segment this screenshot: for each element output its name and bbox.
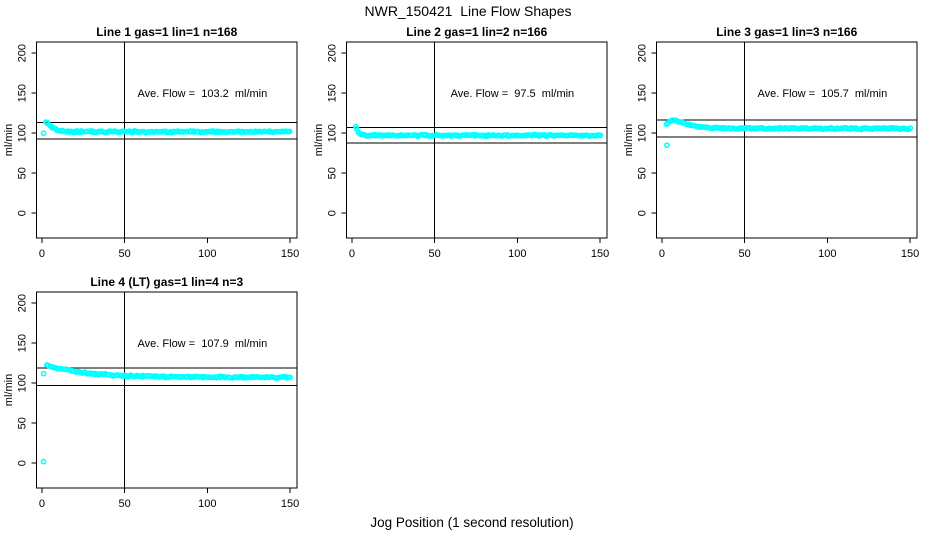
data-point xyxy=(286,128,293,135)
x-tick-label: 0 xyxy=(39,248,45,260)
x-tick-label: 100 xyxy=(198,248,216,260)
y-tick-label: 150 xyxy=(637,84,649,102)
data-point xyxy=(899,125,906,132)
y-tick-label: 100 xyxy=(637,124,649,142)
y-tick-label: 0 xyxy=(17,460,29,466)
y-tick-label: 100 xyxy=(17,124,29,142)
y-tick-label: 50 xyxy=(327,167,339,179)
y-tick-label: 100 xyxy=(17,374,29,392)
y-tick-label: 200 xyxy=(637,44,649,62)
y-axis-label: ml/min xyxy=(3,374,15,406)
x-axis-label: Jog Position (1 second resolution) xyxy=(370,515,574,530)
y-tick-label: 50 xyxy=(637,167,649,179)
x-tick-label: 0 xyxy=(349,248,355,260)
ave-flow-annotation: Ave. Flow = 103.2 ml/min xyxy=(138,88,268,100)
panel-title: Line 2 gas=1 lin=2 n=166 xyxy=(406,25,547,39)
panel-line-4: 0 50 100 150 200 0 50 100 150 ml/min Line 4 (LT) g… xyxy=(3,275,299,510)
y-axis-label: ml/min xyxy=(3,124,15,156)
data-points xyxy=(40,362,293,465)
data-point xyxy=(382,132,388,139)
y-tick-label: 100 xyxy=(327,124,339,142)
y-tick-label: 200 xyxy=(327,44,339,62)
y-tick-label: 200 xyxy=(17,44,29,62)
data-point xyxy=(145,373,152,379)
data-point xyxy=(68,128,74,135)
plot-box xyxy=(36,41,298,239)
x-tick-label: 0 xyxy=(39,498,45,510)
panel-title: Line 1 gas=1 lin=1 n=168 xyxy=(96,25,237,39)
ave-flow-annotation: Ave. Flow = 97.5 ml/min xyxy=(451,88,575,100)
x-tick-label: 150 xyxy=(591,248,609,260)
outlier-point xyxy=(40,458,47,465)
data-point xyxy=(877,125,884,132)
y-tick-label: 200 xyxy=(17,294,29,312)
panel-line-2: 0 50 100 150 200 0 50 100 150 ml/min Line 2 gas=1 … xyxy=(313,25,609,260)
y-axis-label: ml/min xyxy=(313,124,325,156)
x-tick-label: 50 xyxy=(429,248,441,260)
y-tick-label: 150 xyxy=(17,334,29,352)
data-point xyxy=(763,126,770,132)
plot-box xyxy=(656,41,918,239)
data-point xyxy=(287,374,293,381)
y-tick-label: 0 xyxy=(637,210,649,216)
ave-flow-annotation: Ave. Flow = 105.7 ml/min xyxy=(758,88,888,100)
data-point xyxy=(153,128,159,135)
chart-main-title: NWR_150421 Line Flow Shapes xyxy=(364,3,572,19)
x-tick-label: 0 xyxy=(659,248,665,260)
outlier-point xyxy=(664,142,670,149)
x-tick-label: 150 xyxy=(901,248,919,260)
panel-title: Line 3 gas=1 lin=3 n=166 xyxy=(716,25,857,39)
x-tick-label: 100 xyxy=(508,248,526,260)
panel-line-3: 0 50 100 150 200 0 50 100 150 ml/min Line 3 gas=1 … xyxy=(623,25,919,260)
data-point xyxy=(244,129,251,135)
data-point xyxy=(597,132,604,139)
data-point xyxy=(188,128,195,135)
data-point xyxy=(181,128,188,135)
x-tick-label: 150 xyxy=(281,498,299,510)
ave-flow-annotation: Ave. Flow = 107.9 ml/min xyxy=(138,338,268,350)
plot-box xyxy=(36,291,298,489)
y-tick-label: 50 xyxy=(17,417,29,429)
x-tick-label: 50 xyxy=(739,248,751,260)
x-tick-label: 50 xyxy=(119,498,131,510)
x-tick-label: 150 xyxy=(281,248,299,260)
x-tick-label: 100 xyxy=(198,498,216,510)
y-tick-label: 50 xyxy=(17,167,29,179)
data-point xyxy=(232,128,239,135)
y-tick-label: 0 xyxy=(327,210,339,216)
y-axis-label: ml/min xyxy=(623,124,635,156)
data-points xyxy=(663,117,914,149)
y-tick-label: 150 xyxy=(327,84,339,102)
y-tick-label: 0 xyxy=(17,210,29,216)
x-tick-label: 100 xyxy=(818,248,836,260)
data-point xyxy=(112,128,118,135)
data-points xyxy=(40,119,293,137)
x-tick-label: 50 xyxy=(119,248,131,260)
panel-title: Line 4 (LT) gas=1 lin=4 n=3 xyxy=(90,275,243,289)
data-point xyxy=(907,125,914,131)
panel-line-1: 0 50 100 150 200 0 50 100 150 ml/min Line 1 gas=1 … xyxy=(3,25,299,260)
outlier-point xyxy=(40,130,47,137)
data-points xyxy=(352,123,604,140)
plot-box xyxy=(346,41,608,239)
y-tick-label: 150 xyxy=(17,84,29,102)
outlier-point xyxy=(40,370,47,377)
